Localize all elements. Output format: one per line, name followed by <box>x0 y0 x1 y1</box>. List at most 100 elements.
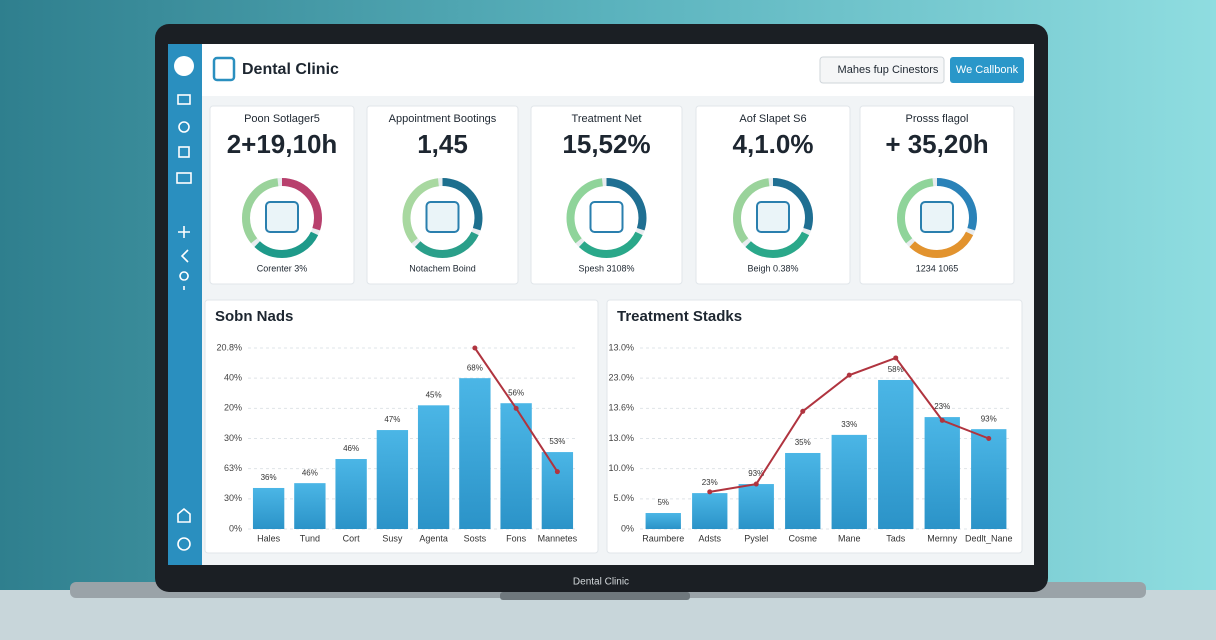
y-tick-label: 20% <box>224 403 242 413</box>
y-tick-label: 40% <box>224 373 242 383</box>
trend-point <box>554 469 560 475</box>
y-tick-label: 63% <box>224 463 242 473</box>
bar <box>252 487 285 529</box>
bar-label: 93% <box>748 469 764 478</box>
y-tick-label: 13.6% <box>608 403 634 413</box>
y-tick-label: 23.0% <box>608 373 634 383</box>
y-tick-label: 0% <box>229 523 242 533</box>
kpi-card <box>530 105 683 285</box>
kpi-title: Poon Sotlager5 <box>244 113 320 125</box>
gauge-arc <box>566 178 647 258</box>
bar-label: 36% <box>261 473 277 482</box>
bar <box>831 434 867 529</box>
gauge-icon <box>756 201 790 233</box>
bar-label: 35% <box>795 438 811 447</box>
x-tick-label: Mannetes <box>538 533 578 543</box>
trend-point <box>753 481 759 487</box>
x-tick-label: Agenta <box>419 533 448 543</box>
x-tick-label: Tads <box>886 533 906 543</box>
laptop-label: Dental Clinic <box>573 577 629 588</box>
kpi-footer: Corenter 3% <box>257 263 308 273</box>
y-tick-label: 30% <box>224 493 242 503</box>
bar <box>294 483 326 529</box>
bar <box>785 452 821 529</box>
bar <box>645 513 681 529</box>
trend-point <box>893 355 899 361</box>
button-label[interactable]: We Callbonk <box>956 64 1019 76</box>
y-tick-label: 20.8% <box>216 342 242 352</box>
app-title: Dental Clinic <box>242 61 339 78</box>
trend-point <box>707 489 713 495</box>
bar-label: 33% <box>841 420 857 429</box>
bar-label: 58% <box>888 365 904 374</box>
bar-label: 46% <box>302 468 318 477</box>
chart-title: Treatment Stadks <box>617 308 742 325</box>
y-tick-label: 13.0% <box>608 342 634 352</box>
x-tick-label: Mane <box>838 533 861 543</box>
bar <box>541 452 574 529</box>
kpi-card <box>366 105 519 285</box>
gauge-arc <box>402 178 483 258</box>
kpi-title: Treatment Net <box>572 113 642 125</box>
kpi-value: 15,52% <box>562 129 650 159</box>
gauge-arc <box>733 178 813 258</box>
bar <box>738 484 774 529</box>
kpi-card <box>695 105 851 285</box>
sidebar-logo <box>174 56 194 76</box>
trend-point <box>800 408 806 414</box>
bar-label: 5% <box>657 498 669 507</box>
bar <box>971 429 1007 529</box>
kpi-card <box>859 105 1015 285</box>
kpi-title: Aof Slapet S6 <box>739 113 806 125</box>
x-tick-label: Dedlt_Nane <box>965 533 1013 543</box>
button[interactable] <box>819 56 945 84</box>
kpi-value: 1,45 <box>417 129 468 159</box>
bar <box>924 417 960 529</box>
gauge-arc <box>402 178 483 258</box>
gauge-arc <box>897 178 977 258</box>
y-tick-label: 10.0% <box>608 463 634 473</box>
trend-point <box>939 417 945 423</box>
x-tick-label: Cosme <box>788 533 817 543</box>
gauge-arc <box>242 178 322 258</box>
bar-label: 23% <box>702 478 718 487</box>
bar <box>417 405 450 529</box>
button-label[interactable]: Mahes fup Cinestors <box>838 64 939 76</box>
x-tick-label: Susy <box>382 533 403 543</box>
bar-label: 46% <box>343 444 359 453</box>
kpi-value: 2+19,10h <box>227 129 338 159</box>
bar-label: 47% <box>384 415 400 424</box>
button[interactable] <box>950 57 1024 83</box>
bar <box>459 378 491 529</box>
kpi-title: Prosss flagol <box>906 113 969 125</box>
kpi-card <box>209 105 355 285</box>
gauge-arc <box>242 178 322 258</box>
bar-label: 56% <box>508 388 524 397</box>
kpi-footer: Spesh 3108% <box>578 263 634 273</box>
laptop-hinge <box>500 592 690 600</box>
x-tick-label: Tund <box>300 533 320 543</box>
chart-title: Sobn Nads <box>215 308 293 325</box>
kpi-footer: Beigh 0.38% <box>747 263 798 273</box>
gauge-arc <box>733 178 813 258</box>
y-tick-label: 13.0% <box>608 433 634 443</box>
y-tick-label: 5.0% <box>613 493 634 503</box>
kpi-title: Appointment Bootings <box>389 113 497 125</box>
y-tick-label: 0% <box>621 523 634 533</box>
gauge-arc <box>733 178 813 258</box>
bar <box>335 459 367 529</box>
trend-point <box>846 372 852 378</box>
x-tick-label: Raumbere <box>642 533 684 543</box>
bar <box>500 403 532 529</box>
gauge-arc <box>897 178 977 258</box>
x-tick-label: Pyslel <box>744 533 768 543</box>
gauge-arc <box>566 178 647 258</box>
bar-label: 68% <box>467 363 483 372</box>
trend-point <box>472 345 478 351</box>
gauge-icon <box>265 201 299 233</box>
bar <box>878 379 914 529</box>
x-tick-label: Sosts <box>464 533 487 543</box>
x-tick-label: Hales <box>257 533 281 543</box>
app-logo <box>212 56 236 82</box>
